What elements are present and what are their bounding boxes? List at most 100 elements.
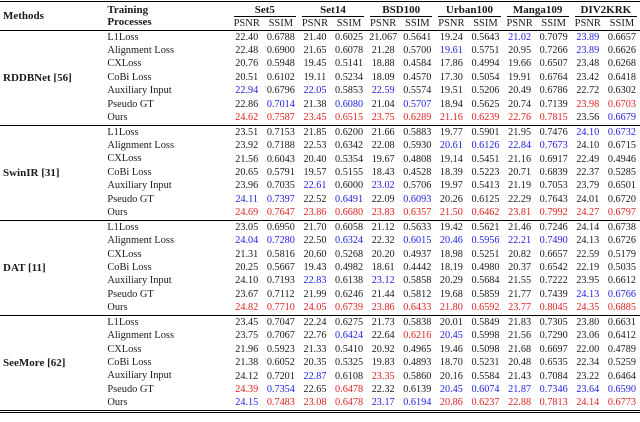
training-process: CoBi Loss <box>107 71 152 83</box>
psnr-value: 22.72 <box>576 85 600 97</box>
ssim-header: SSIM <box>262 17 299 31</box>
ssim-value: 0.4528 <box>403 166 432 178</box>
psnr-value: 21.19 <box>508 180 532 192</box>
ssim-value: 0.7483 <box>266 397 295 409</box>
ssim-value: 0.4584 <box>403 58 432 70</box>
psnr-value: 19.77 <box>435 125 468 140</box>
table-row: CoBi Loss 20.65 0.5791 19.57 0.5155 18.43 0.45… <box>0 166 640 179</box>
psnr-value: 24.69 <box>235 207 259 219</box>
ssim-value: 0.6720 <box>607 193 636 205</box>
training-process: Pseudo GT <box>107 98 154 110</box>
psnr-value: 23.98 <box>576 98 600 110</box>
ssim-value: 0.4982 <box>335 262 364 274</box>
ssim-value: 0.5285 <box>607 166 636 178</box>
training-process: CXLoss <box>107 343 142 355</box>
ssim-value: 0.5956 <box>471 235 500 247</box>
results-table: Methods Training Processes Set5 Set14 BS… <box>0 1 640 414</box>
psnr-value: 23.89 <box>571 30 604 45</box>
ssim-value: 0.6239 <box>471 112 500 124</box>
table-row: Ours 24.62 0.7587 23.45 0.6515 23.75 0.6289 21.… <box>0 112 640 126</box>
psnr-value: 21.56 <box>508 330 532 342</box>
psnr-value: 23.86 <box>371 302 395 314</box>
ssim-value: 0.4980 <box>471 262 500 274</box>
ssim-value: 0.6697 <box>539 343 568 355</box>
ssim-value: 0.6015 <box>403 235 432 247</box>
psnr-value: 23.22 <box>576 370 600 382</box>
psnr-value: 21.067 <box>367 30 400 45</box>
psnr-value: 20.74 <box>508 98 532 110</box>
ssim-value: 0.5625 <box>471 98 500 110</box>
ssim-value: 0.5325 <box>335 357 364 369</box>
psnr-value: 20.76 <box>235 58 259 70</box>
training-process: L1Loss <box>104 315 231 330</box>
ssim-value: 0.5251 <box>471 248 500 260</box>
psnr-value: 21.68 <box>508 343 532 355</box>
psnr-value: 19.91 <box>508 71 532 83</box>
ssim-value: 0.6074 <box>471 383 500 395</box>
psnr-value: 22.37 <box>576 166 600 178</box>
psnr-value: 22.88 <box>508 397 532 409</box>
psnr-value: 23.89 <box>576 45 600 57</box>
ssim-value: 0.6950 <box>262 220 299 235</box>
psnr-value: 22.40 <box>230 30 263 45</box>
ssim-value: 0.5054 <box>471 71 500 83</box>
ssim-value: 0.7079 <box>535 30 572 45</box>
table-row: Pseudo GT 24.11 0.7397 22.52 0.6491 22.09 0.60… <box>0 193 640 206</box>
psnr-value: 24.10 <box>235 275 259 287</box>
method-name: SwinIR [31] <box>0 125 105 221</box>
psnr-value: 21.16 <box>508 153 532 165</box>
psnr-value: 20.82 <box>508 248 532 260</box>
ssim-value: 0.5098 <box>471 343 500 355</box>
table-row: DAT [11] L1Loss 23.05 0.6950 21.70 0.6058 21.1… <box>0 220 640 316</box>
ssim-value: 0.6052 <box>266 357 295 369</box>
ssim-value: 0.6200 <box>331 125 368 140</box>
psnr-value: 19.11 <box>303 71 327 83</box>
psnr-value: 23.02 <box>371 180 395 192</box>
ssim-value: 0.5206 <box>471 85 500 97</box>
ssim-value: 0.6773 <box>607 397 636 409</box>
ssim-value: 0.5259 <box>607 357 636 369</box>
psnr-value: 23.86 <box>303 207 327 219</box>
psnr-value: 22.08 <box>371 140 395 152</box>
ssim-value: 0.7290 <box>539 330 568 342</box>
ssim-value: 0.6515 <box>335 112 364 124</box>
ssim-value: 0.7490 <box>539 235 568 247</box>
training-label-line1: Training <box>107 3 149 16</box>
training-process: Alignment Loss <box>107 235 174 247</box>
ssim-value: 0.5234 <box>335 71 364 83</box>
psnr-value: 21.16 <box>439 112 463 124</box>
psnr-header: PSNR <box>571 17 604 31</box>
psnr-value: 23.45 <box>230 315 263 330</box>
training-process: L1Loss <box>104 125 231 140</box>
psnr-value: 22.19 <box>576 262 600 274</box>
ssim-value: 0.5930 <box>403 140 432 152</box>
ssim-value: 0.6732 <box>603 125 640 140</box>
psnr-value: 22.59 <box>576 248 600 260</box>
psnr-value: 23.35 <box>371 370 395 382</box>
psnr-value: 20.25 <box>235 262 259 274</box>
psnr-value: 19.83 <box>371 357 395 369</box>
psnr-value: 21.38 <box>303 98 327 110</box>
table-row: Ours 24.69 0.7647 23.86 0.6680 23.83 0.6357 21.… <box>0 207 640 221</box>
psnr-value: 23.75 <box>371 112 395 124</box>
psnr-value: 21.55 <box>508 275 532 287</box>
psnr-value: 23.48 <box>576 58 600 70</box>
training-process: CoBi Loss <box>107 166 152 178</box>
ssim-value: 0.6501 <box>607 180 636 192</box>
psnr-value: 21.40 <box>298 30 331 45</box>
ssim-value: 0.5667 <box>266 262 295 274</box>
ssim-value: 0.6424 <box>335 330 364 342</box>
table-row: SeeMore [62] L1Loss 23.45 0.7047 22.24 0.6275… <box>0 315 640 412</box>
psnr-value: 22.29 <box>508 193 532 205</box>
psnr-header: PSNR <box>230 17 263 31</box>
psnr-value: 18.39 <box>439 166 463 178</box>
table-header: Methods Training Processes Set5 Set14 BS… <box>0 2 640 31</box>
training-process: Ours <box>107 397 128 409</box>
table-row: Pseudo GT 23.67 0.7112 21.99 0.6246 21.44 0.58… <box>0 288 640 301</box>
ssim-value: 0.5849 <box>467 315 504 330</box>
psnr-value: 24.62 <box>235 112 259 124</box>
psnr-value: 21.28 <box>371 45 395 57</box>
ssim-header: SSIM <box>399 17 436 31</box>
ssim-value: 0.7354 <box>266 383 295 395</box>
ssim-value: 0.5035 <box>607 262 636 274</box>
